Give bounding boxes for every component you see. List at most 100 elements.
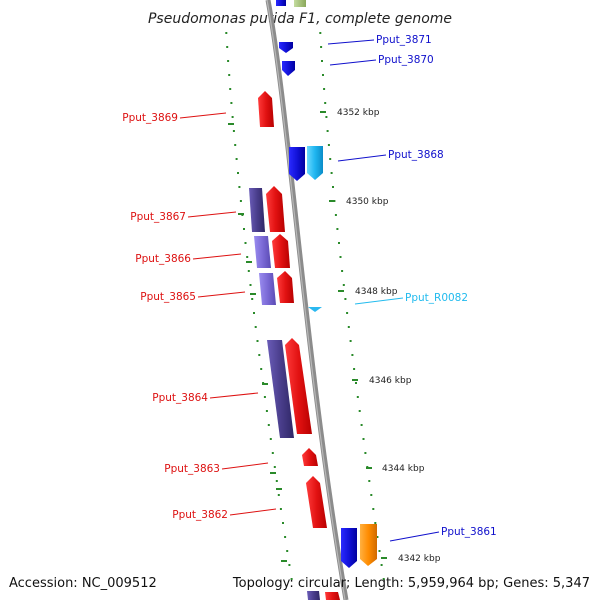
cds-arrow-pput-3861[interactable] [360,524,377,566]
guide-dot-right [358,410,361,412]
label-leader-lines [179,39,440,542]
guide-dot-right [380,564,383,566]
feature-bottom-plus [325,592,340,600]
guide-dot-left [267,424,270,426]
guide-dot-right [382,578,385,580]
guide-dot-left [239,200,242,202]
gene-label-pput-3868[interactable]: Pput_3868 [388,149,444,161]
position-tick-mark [366,467,372,469]
guide-dot-right [360,424,363,426]
gene-arrow-pput-3865[interactable] [277,271,294,303]
position-tick-mark [262,383,268,385]
guide-dot-right [322,74,324,76]
feature-top-minus [276,0,286,6]
position-tick-mark [281,560,287,562]
guide-dot-left [229,88,232,90]
position-tick-mark [250,293,256,295]
gene-label-pput-3864[interactable]: Pput_3864 [152,392,208,404]
position-tick-mark [276,488,282,490]
guide-dot-left [271,452,274,454]
guide-dot-right [378,550,381,552]
gene-label-pput-3870[interactable]: Pput_3870 [378,54,434,66]
guide-dot-right [349,340,352,342]
guide-dot-right [351,354,354,356]
position-tick-mark [352,379,358,381]
guide-dot-left [263,396,266,398]
guide-dot-left [235,158,238,160]
gene-arrow-pput-3864[interactable] [285,338,312,434]
gene-label-pput-3867[interactable]: Pput_3867 [130,211,186,223]
guide-dot-left [290,578,293,580]
gene-arrow-pput-3868[interactable] [289,147,305,181]
guide-dot-left [238,186,241,188]
guide-dot-right [319,32,322,34]
cds-arrow-pput-3868[interactable] [307,146,323,180]
guide-dot-right [341,270,344,272]
guide-dot-left [234,144,237,146]
position-tick-mark [320,111,326,113]
position-tick-mark [381,557,387,559]
position-tick-label: 4352 kbp [337,108,380,118]
cds-arrow-pput-3866[interactable] [254,236,271,268]
guide-dot-right [370,494,373,496]
guide-dot-right [334,214,337,216]
guide-dot-left [277,494,280,496]
guide-dot-left [230,102,233,104]
topology-text: Topology: circular; Length: 5,959,964 bp… [232,576,590,591]
position-tick-mark [338,290,344,292]
position-tick-mark [246,261,252,263]
guide-dot-right [376,536,379,538]
guide-dot-left [249,284,252,286]
gene-arrow-pput-3861[interactable] [341,528,357,568]
feature-bottom-minus [307,591,320,600]
gene-arrow-pput-3871[interactable] [279,42,293,53]
cds-arrow-pput-3865[interactable] [259,273,276,305]
guide-dot-right [323,88,326,90]
guide-dot-left [254,326,257,328]
gene-arrow-pput-3862[interactable] [306,476,327,528]
gene-label-pput-r0082[interactable]: Pput_R0082 [405,292,468,304]
guide-dot-left [251,298,254,300]
gene-label-pput-3865[interactable]: Pput_3865 [140,291,196,303]
guide-dot-left [275,480,278,482]
gene-arrow-pput-3863[interactable] [302,448,318,466]
guide-dot-left [284,536,287,538]
guide-dot-left [256,340,259,342]
guide-dot-right [353,368,356,370]
guide-dot-right [338,242,340,244]
gene-arrow-pput-3870[interactable] [282,61,295,76]
gene-label-pput-3861[interactable]: Pput_3861 [441,526,497,538]
gene-arrow-pput-3869[interactable] [258,91,274,127]
guide-dot-right [342,284,345,286]
guide-dot-left [253,312,255,314]
gene-label-pput-3869[interactable]: Pput_3869 [122,112,178,124]
guide-dot-right [336,228,339,230]
guide-dot-left [244,242,247,244]
guide-dot-left [226,46,229,48]
guide-dot-right [329,158,332,160]
gene-label-pput-3863[interactable]: Pput_3863 [164,463,220,475]
position-tick-label: 4344 kbp [382,464,425,474]
position-tick-mark [238,213,244,215]
cds-arrow-pput-3864[interactable] [267,340,294,438]
guide-dot-left [273,466,276,468]
gene-label-pput-3871[interactable]: Pput_3871 [376,34,432,46]
guide-dot-left [246,256,249,258]
guide-dot-right [344,298,347,300]
guide-dot-left [282,522,284,524]
gene-label-pput-3862[interactable]: Pput_3862 [172,509,228,521]
guide-dot-right [327,144,330,146]
guide-dot-left [243,228,245,230]
cds-arrow-pput-3867[interactable] [249,188,265,232]
gene-arrow-pput-3867[interactable] [266,186,285,232]
guide-dot-left [225,32,228,34]
guide-dot-right [347,326,350,328]
rna-arrow-pput-r0082[interactable] [308,307,322,312]
gene-label-pput-3866[interactable]: Pput_3866 [135,253,191,265]
position-tick-mark [329,200,335,202]
guide-dot-left [288,564,291,566]
gene-arrow-pput-3866[interactable] [272,234,290,268]
guide-dot-left [232,130,235,132]
guide-dot-right [326,130,329,132]
guide-dot-left [265,410,268,412]
